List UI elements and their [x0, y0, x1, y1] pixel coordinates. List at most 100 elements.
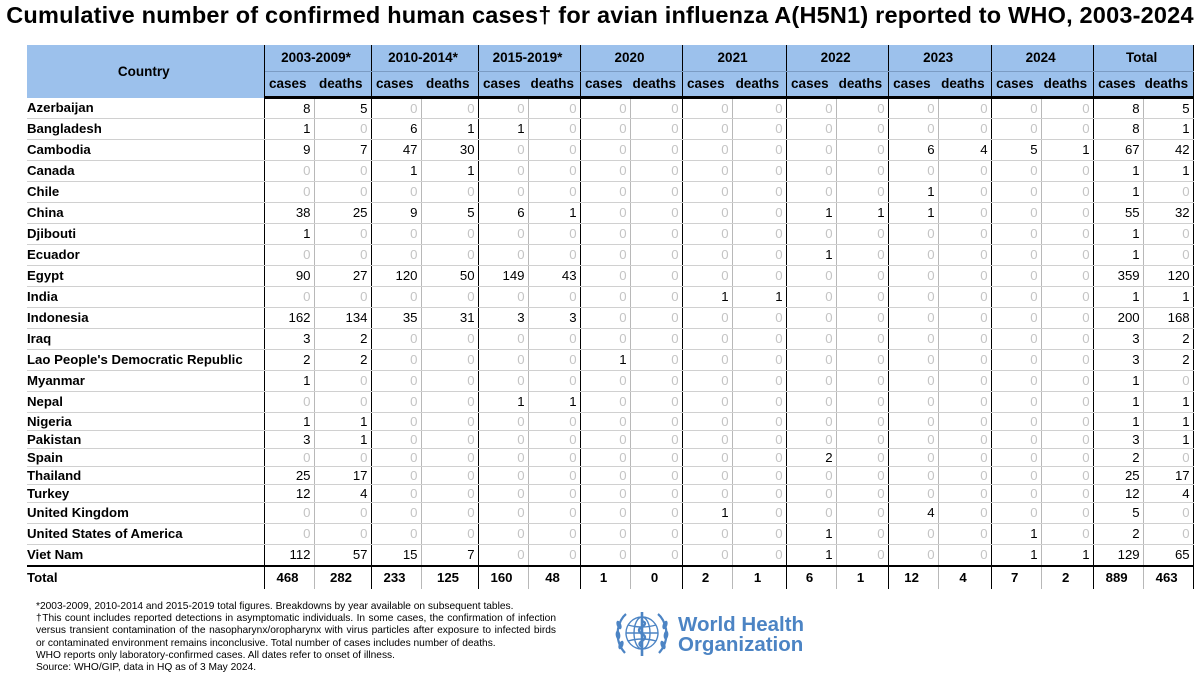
deaths-cell: 0 [938, 118, 992, 140]
deaths-cell: 282 [314, 564, 372, 589]
cases-cell: 0 [371, 223, 422, 245]
cases-cell: 0 [682, 370, 733, 392]
footnote: Source: WHO/GIP, data in HQ as of 3 May … [36, 662, 257, 674]
deaths-cell: 0 [938, 223, 992, 245]
deaths-cell: 0 [836, 544, 889, 566]
cases-cell: 0 [888, 544, 939, 566]
period-header: 2003-2009* [264, 45, 372, 72]
cases-cell: 0 [786, 160, 837, 182]
deaths-cell: 0 [836, 484, 889, 503]
deaths-cell: 4 [314, 484, 372, 503]
cases-cell: 0 [580, 391, 631, 413]
cases-cell: 359 [1093, 265, 1144, 287]
deaths-cell: 0 [938, 430, 992, 449]
deaths-cell: 0 [836, 523, 889, 545]
deaths-cell: 0 [630, 349, 683, 371]
cases-cell: 0 [682, 448, 733, 467]
cases-cell: 0 [371, 430, 422, 449]
cases-cell: 0 [580, 430, 631, 449]
deaths-cell: 0 [630, 370, 683, 392]
cases-cell: 0 [580, 466, 631, 485]
cases-cell: 0 [478, 502, 529, 524]
deaths-cell: 0 [528, 244, 581, 266]
cases-cell: 0 [682, 412, 733, 431]
cases-cell: 0 [371, 328, 422, 350]
deaths-cell: 43 [528, 265, 581, 287]
deaths-cell: 7 [314, 139, 372, 161]
cases-cell: 0 [682, 544, 733, 566]
who-wordmark: World Health Organization [678, 614, 804, 655]
cases-cell: 3 [264, 328, 315, 350]
cases-cell: 0 [682, 139, 733, 161]
deaths-subheader: deaths [1041, 71, 1094, 99]
deaths-cell: 0 [1041, 328, 1094, 350]
cases-cell: 5 [1093, 502, 1144, 524]
cases-cell: 0 [786, 484, 837, 503]
table-row: Nepal 0 0 0 0 1 1 0 0 0 0 0 0 0 0 0 0 1 1 [27, 391, 1194, 413]
table-row: Bangladesh 1 0 6 1 1 0 0 0 0 0 0 0 0 0 0 0 8 1 [27, 118, 1194, 140]
cases-cell: 0 [264, 502, 315, 524]
deaths-cell: 2 [1143, 349, 1194, 371]
deaths-cell: 0 [732, 97, 787, 119]
cases-cell: 2 [1093, 448, 1144, 467]
country-name: Azerbaijan [27, 97, 265, 119]
cases-cell: 0 [786, 265, 837, 287]
cases-cell: 1 [264, 412, 315, 431]
deaths-cell: 0 [630, 307, 683, 329]
cases-cell: 0 [371, 391, 422, 413]
deaths-cell: 0 [938, 370, 992, 392]
table-row: Myanmar 1 0 0 0 0 0 0 0 0 0 0 0 0 0 0 0 1 0 [27, 370, 1194, 392]
cases-cell: 0 [264, 448, 315, 467]
deaths-cell: 0 [630, 118, 683, 140]
deaths-cell: 0 [528, 466, 581, 485]
cases-cell: 0 [991, 307, 1042, 329]
deaths-cell: 0 [732, 328, 787, 350]
deaths-cell: 0 [1143, 523, 1194, 545]
cases-cell: 162 [264, 307, 315, 329]
cases-cell: 0 [371, 286, 422, 308]
cases-cell: 1 [264, 118, 315, 140]
table-row: Ecuador 0 0 0 0 0 0 0 0 0 0 1 0 0 0 0 0 1 0 [27, 244, 1194, 266]
cases-cell: 0 [371, 502, 422, 524]
cases-cell: 0 [682, 523, 733, 545]
deaths-cell: 0 [1041, 466, 1094, 485]
deaths-cell: 1 [1143, 430, 1194, 449]
deaths-cell: 0 [1041, 412, 1094, 431]
cases-cell: 25 [264, 466, 315, 485]
cases-cell: 1 [478, 118, 529, 140]
cases-cell: 1 [786, 523, 837, 545]
cases-cell: 0 [786, 223, 837, 245]
deaths-cell: 0 [1041, 160, 1094, 182]
deaths-cell: 5 [314, 97, 372, 119]
deaths-cell: 0 [421, 412, 479, 431]
cases-cell: 0 [478, 139, 529, 161]
cases-cell: 1 [580, 564, 631, 589]
table-row: Viet Nam 112 57 15 7 0 0 0 0 0 0 1 0 0 0 1 1 129 65 [27, 544, 1194, 566]
cases-cell: 0 [478, 244, 529, 266]
cases-cell: 0 [888, 448, 939, 467]
deaths-cell: 0 [421, 370, 479, 392]
cases-cell: 0 [682, 349, 733, 371]
cases-cell: 0 [991, 370, 1042, 392]
cases-cell: 1 [1093, 370, 1144, 392]
deaths-cell: 0 [938, 202, 992, 224]
cases-cell: 1 [682, 286, 733, 308]
cases-cell: 6 [888, 139, 939, 161]
country-name: Djibouti [27, 223, 265, 245]
cases-cell: 2 [682, 564, 733, 589]
deaths-cell: 0 [421, 328, 479, 350]
deaths-cell: 0 [528, 412, 581, 431]
deaths-subheader: deaths [938, 71, 992, 99]
cases-cell: 0 [786, 502, 837, 524]
deaths-cell: 0 [938, 349, 992, 371]
cases-cell: 1 [1093, 223, 1144, 245]
cases-cell: 0 [580, 160, 631, 182]
deaths-cell: 0 [938, 412, 992, 431]
deaths-subheader: deaths [1143, 71, 1194, 99]
cases-cell: 0 [888, 523, 939, 545]
deaths-cell: 0 [421, 448, 479, 467]
table-row: Egypt 90 27 120 50 149 43 0 0 0 0 0 0 0 0 0 0 359 120 [27, 265, 1194, 287]
deaths-cell: 134 [314, 307, 372, 329]
total-label: Total [27, 564, 265, 589]
